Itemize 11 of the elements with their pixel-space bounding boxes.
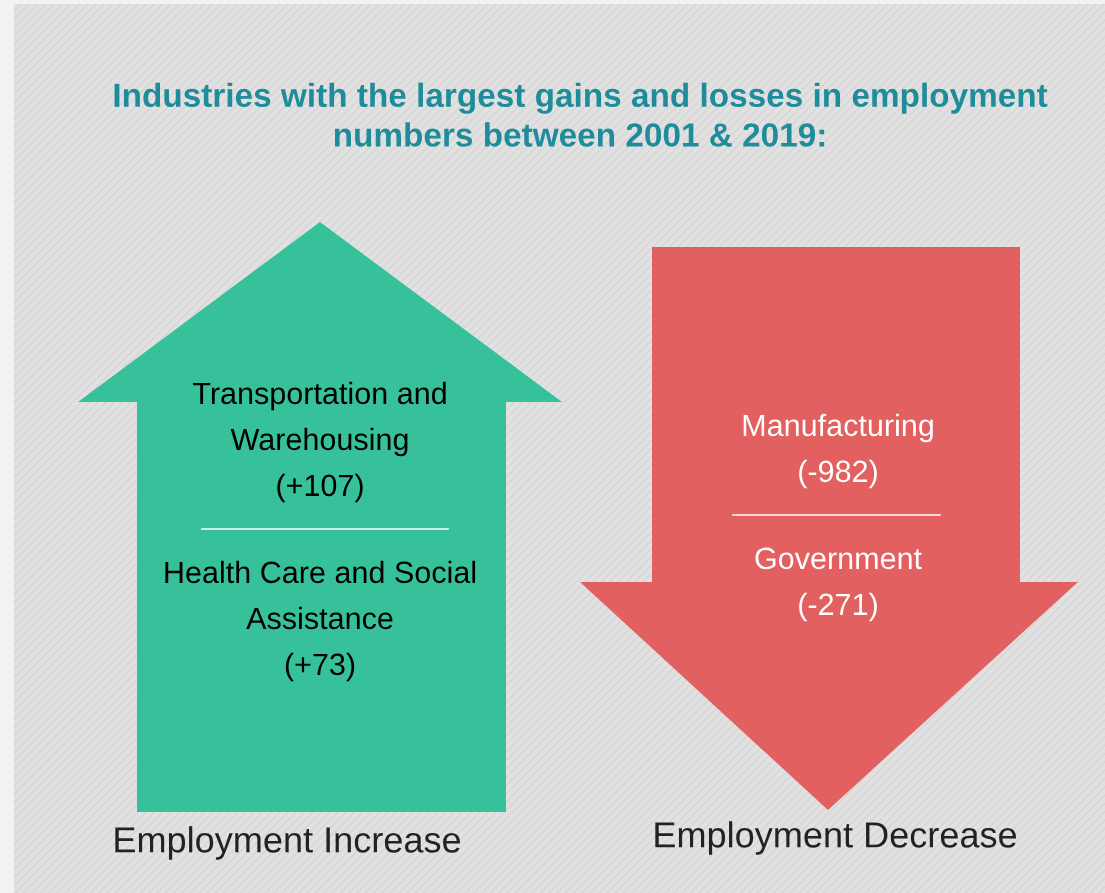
- data-label: (-982): [799, 459, 877, 489]
- data-label: (-271): [799, 592, 877, 622]
- category-label: Health Care and Social Assistance: [165, 560, 476, 630]
- category-label: Government: [755, 547, 922, 570]
- category-label: Manufacturing: [743, 413, 933, 443]
- text: Employment Decrease: [655, 821, 1017, 855]
- data-label: (+73): [285, 652, 355, 682]
- data-label: (+107): [277, 473, 363, 503]
- text: Employment Increase: [115, 826, 461, 860]
- text: Industries with the largest gains and losses in employment numbers between 2001 & 2019:: [114, 82, 1048, 147]
- category-label: Transportation and Warehousing: [193, 381, 446, 457]
